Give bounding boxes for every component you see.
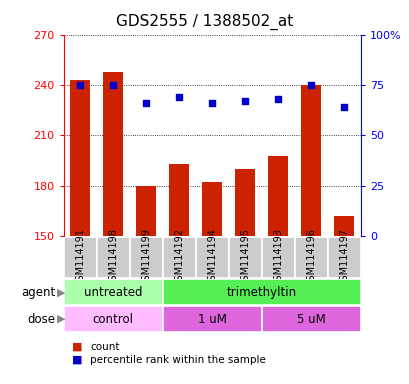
Point [175,94,182,100]
Text: GSM114196: GSM114196 [306,228,315,287]
Bar [63,279,162,305]
Bar [202,182,222,236]
Bar [97,237,129,278]
Text: GSM114193: GSM114193 [272,228,283,287]
Bar [301,85,320,236]
Bar [136,186,156,236]
Text: count: count [90,342,119,352]
Text: percentile rank within the sample: percentile rank within the sample [90,355,265,365]
Text: trimethyltin: trimethyltin [226,286,296,299]
Text: ▶: ▶ [57,314,65,324]
Text: GSM114195: GSM114195 [240,228,249,287]
Bar [162,237,195,278]
Text: 5 uM: 5 uM [296,313,325,326]
Text: GDS2555 / 1388502_at: GDS2555 / 1388502_at [116,13,293,30]
Text: untreated: untreated [83,286,142,299]
Bar [235,169,254,236]
Text: 1 uM: 1 uM [197,313,226,326]
Text: GSM114192: GSM114192 [174,228,184,287]
Text: GSM114197: GSM114197 [339,228,348,287]
Bar [267,156,288,236]
Bar [294,237,327,278]
Bar [162,306,261,332]
Bar [162,279,360,305]
Text: GSM114194: GSM114194 [207,228,217,287]
Bar [327,237,360,278]
Point [241,98,248,104]
Bar [195,237,228,278]
Text: control: control [92,313,133,326]
Bar [169,164,189,236]
Text: GSM114198: GSM114198 [108,228,118,287]
Text: ■: ■ [72,355,82,365]
Text: ▶: ▶ [57,287,65,297]
Bar [261,306,360,332]
Point [208,100,215,106]
Point [76,82,83,88]
Bar [63,237,97,278]
Bar [334,216,353,236]
Point [340,104,347,110]
Bar [228,237,261,278]
Point [274,96,281,102]
Text: dose: dose [27,313,55,326]
Bar [129,237,162,278]
Bar [103,71,123,236]
Bar [70,80,90,236]
Point [110,82,116,88]
Bar [261,237,294,278]
Point [142,100,149,106]
Text: agent: agent [21,286,55,299]
Bar [63,306,162,332]
Text: ■: ■ [72,342,82,352]
Text: GSM114191: GSM114191 [75,228,85,287]
Text: GSM114199: GSM114199 [141,228,151,287]
Point [307,82,314,88]
